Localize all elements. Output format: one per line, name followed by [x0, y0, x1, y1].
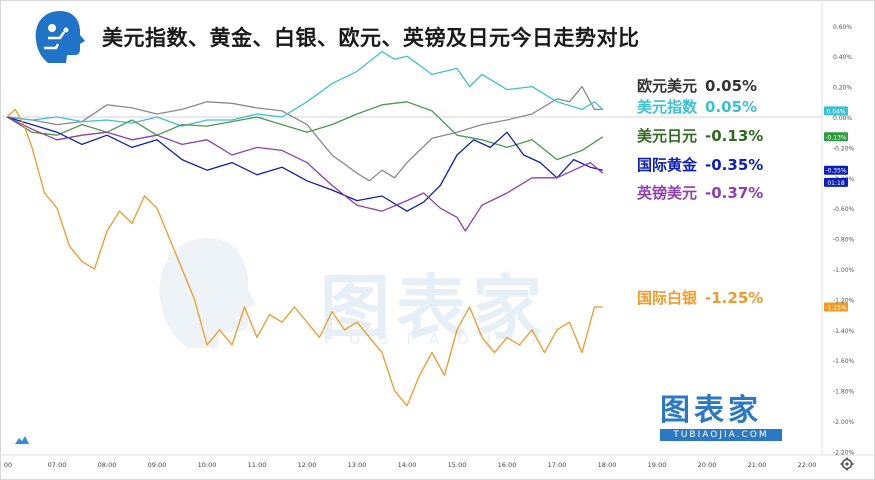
legend-value: -1.25%: [705, 289, 764, 307]
price-label-text: 0.04%: [826, 108, 845, 115]
legend-value: -0.13%: [705, 127, 764, 145]
x-tick-label: 08:00: [98, 461, 117, 469]
legend-value: 0.05%: [705, 98, 758, 116]
y-tick-label: -1.00%: [833, 267, 855, 274]
series-line: [6, 116, 604, 232]
legend-label: 英镑美元: [637, 184, 698, 202]
tradingview-logo-icon[interactable]: [14, 434, 30, 446]
page-title: 美元指数、黄金、白银、欧元、英镑及日元今日走势对比: [102, 26, 640, 50]
legend-item-usdjpy: 美元日元 -0.13%: [637, 125, 763, 146]
x-tick-label: 14:00: [398, 461, 417, 469]
y-tick-label: -1.20%: [833, 297, 855, 304]
y-tick-label: 0.00%: [833, 115, 852, 122]
legend-item-eurusd: 欧元美元 0.05%: [637, 75, 757, 96]
y-tick-label: -2.20%: [833, 449, 855, 456]
legend-value: -0.35%: [705, 156, 764, 174]
price-label-box: [824, 165, 848, 175]
price-label-text: -0.13%: [825, 134, 847, 141]
y-tick-label: 0.40%: [833, 54, 852, 61]
price-label-box: [824, 132, 848, 142]
x-tick-label: 19:00: [648, 461, 667, 469]
legend-label: 欧元美元: [637, 77, 698, 95]
y-tick-label: -1.80%: [833, 389, 855, 396]
x-tick-label: 21:00: [748, 461, 767, 469]
x-tick-label: 18:00: [598, 461, 617, 469]
y-tick-label: -0.20%: [833, 145, 855, 152]
y-tick-label: 0.20%: [833, 85, 852, 92]
watermark-brand-en: TUBIAOJIA.COM: [660, 429, 782, 441]
x-tick-label: 17:00: [548, 461, 567, 469]
watermark-big-text: 图表家: [320, 267, 548, 349]
x-tick-label: 00: [4, 461, 12, 469]
watermark-head-icon: [159, 238, 256, 348]
series-line: [6, 50, 604, 127]
legend-item-dxy: 美元指数 0.05%: [637, 96, 757, 117]
price-label-text: 01:18: [827, 180, 844, 187]
x-tick-label: 09:00: [148, 461, 167, 469]
watermark-brand: 图表家 TUBIAOJIA.COM: [660, 396, 782, 442]
x-tick-label: 20:00: [698, 461, 717, 469]
legend-item-gold: 国际黄金 -0.35%: [637, 154, 763, 175]
price-label-box: [824, 106, 848, 116]
legend-label: 国际白银: [637, 289, 698, 307]
x-tick-label: 07:00: [48, 461, 67, 469]
legend-label: 美元日元: [637, 127, 698, 145]
y-tick-label: -1.60%: [833, 358, 855, 365]
x-tick-label: 11:00: [248, 461, 267, 469]
y-tick-label: -2.00%: [833, 419, 855, 426]
y-tick-label: 0.60%: [833, 24, 852, 31]
y-tick-label: -0.60%: [833, 206, 855, 213]
x-tick-label: 16:00: [498, 461, 517, 469]
series-line: [6, 101, 604, 161]
legend-item-gbpusd: 英镑美元 -0.37%: [637, 182, 763, 203]
gear-icon[interactable]: [840, 457, 854, 471]
series-line: [6, 108, 603, 407]
price-label-box: [824, 177, 848, 187]
series-line: [6, 116, 603, 212]
x-tick-label: 15:00: [448, 461, 467, 469]
y-tick-label: -0.80%: [833, 237, 855, 244]
price-label-text: -1.25%: [825, 305, 847, 312]
legend-value: 0.05%: [705, 77, 758, 95]
x-tick-label: 12:00: [298, 461, 317, 469]
watermark-brand-cn: 图表家: [660, 393, 762, 428]
legend-label: 美元指数: [637, 98, 698, 116]
y-tick-label: -1.40%: [833, 328, 855, 335]
price-label-box: [824, 302, 848, 312]
x-tick-label: 13:00: [348, 461, 367, 469]
legend-label: 国际黄金: [637, 156, 698, 174]
price-label-text: -0.35%: [825, 168, 847, 175]
brand-logo-icon: [35, 11, 85, 63]
x-tick-label: 10:00: [198, 461, 217, 469]
series-line: [6, 85, 603, 182]
x-tick-label: 22:00: [798, 461, 817, 469]
legend-value: -0.37%: [705, 184, 764, 202]
legend-item-silver: 国际白银 -1.25%: [637, 287, 763, 308]
